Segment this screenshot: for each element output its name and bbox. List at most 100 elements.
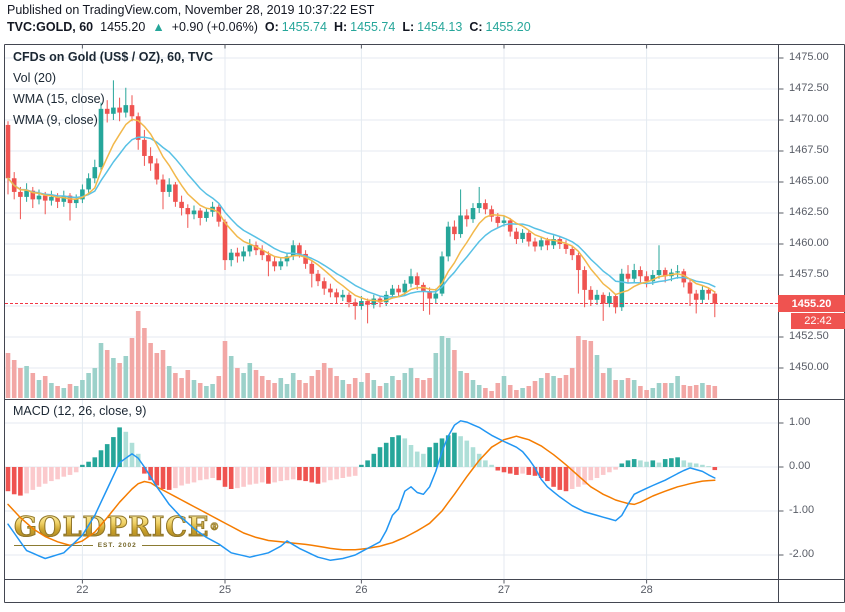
macd-histogram-bar (650, 460, 656, 467)
candle-body (644, 276, 649, 282)
volume-bar (148, 343, 153, 398)
volume-bar (650, 388, 656, 398)
volume-bar (693, 385, 699, 398)
volume-bar (607, 368, 612, 398)
candle-body (278, 261, 284, 267)
candle-body (427, 291, 432, 299)
candle-body (266, 255, 271, 262)
candle-body (563, 244, 569, 249)
volume-bar (154, 353, 160, 398)
volume-bar (247, 363, 253, 398)
macd-histogram-bar (18, 467, 23, 496)
volume-bar (675, 376, 680, 398)
macd-histogram-bar (638, 460, 643, 467)
volume-bar (439, 336, 445, 398)
candle-body (569, 248, 575, 256)
macd-histogram-bar (359, 464, 364, 467)
volume-bar (594, 355, 600, 398)
macd-histogram-bar (557, 467, 563, 490)
volume-bar (588, 341, 594, 398)
macd-histogram-bar (390, 437, 395, 467)
candle-body (377, 298, 383, 303)
macd-histogram-bar (266, 467, 271, 484)
macd-histogram-bar (706, 466, 711, 468)
volume-legend[interactable]: Vol (20) (13, 71, 57, 85)
macd-histogram-bar (464, 440, 470, 467)
volume-bar (359, 382, 364, 398)
volume-bar (123, 356, 129, 398)
candle-body (693, 293, 699, 300)
macd-histogram-bar (656, 462, 662, 467)
volume-bar (55, 386, 60, 398)
candle-body (501, 220, 507, 223)
volume-bar (408, 368, 414, 398)
volume-bar (67, 384, 73, 398)
wma15-legend[interactable]: WMA (15, close) (13, 92, 105, 106)
established-row: EST. 2002 (14, 542, 221, 549)
macd-histogram-bar (421, 453, 426, 467)
candle-body (706, 289, 711, 294)
volume-bar (210, 384, 215, 398)
volume-bar (104, 350, 110, 398)
volume-bar (235, 368, 240, 398)
macd-histogram-bar (396, 435, 401, 467)
macd-histogram-bar (67, 467, 73, 475)
macd-histogram-bar (662, 459, 668, 467)
volume-bar (458, 371, 463, 398)
volume-bar (644, 390, 649, 398)
macd-histogram-bar (681, 460, 687, 467)
main-pane-title[interactable]: CFDs on Gold (US$ / OZ), 60, TVC (13, 50, 214, 64)
right-rule (141, 545, 221, 546)
volume-bar (111, 358, 116, 398)
volume-bar (222, 341, 228, 398)
volume-bar (365, 373, 370, 398)
price-axis-label: 1472.50 (789, 82, 829, 94)
price-axis-label: 1452.50 (789, 330, 829, 342)
wma9-legend[interactable]: WMA (9, close) (13, 113, 98, 127)
macd-histogram-bar (129, 442, 135, 467)
macd-histogram-bar (563, 467, 569, 492)
macd-histogram-bar (427, 447, 432, 467)
candle-body (49, 196, 54, 201)
time-axis-label: 22 (76, 584, 89, 596)
candle-body (222, 221, 228, 261)
volume-bar (582, 340, 587, 398)
macd-histogram-bar (625, 460, 631, 467)
candle-body (154, 163, 160, 180)
volume-bar (631, 380, 637, 398)
candle-body (582, 270, 587, 290)
volume-bar (30, 373, 36, 398)
macd-histogram-bar (222, 467, 228, 487)
volume-bar (5, 353, 11, 398)
macd-histogram-bar (253, 467, 259, 484)
volume-bar (328, 368, 333, 398)
open-value: O: 1455.74 (264, 20, 327, 34)
macd-histogram-bar (328, 467, 333, 481)
macd-legend[interactable]: MACD (12, 26, close, 9) (13, 404, 147, 418)
macd-histogram-bar (644, 461, 649, 467)
volume-bar (179, 378, 184, 398)
macd-histogram-bar (284, 467, 290, 481)
candle-body (489, 209, 494, 217)
candle-body (303, 253, 308, 264)
macd-histogram-bar (693, 463, 699, 467)
volume-bar (656, 383, 662, 398)
candle-body (687, 282, 693, 294)
volume-bar (11, 360, 17, 398)
last-price-axis-badge[interactable]: 1455.20 (778, 295, 845, 312)
high-value: H: 1455.74 (333, 20, 396, 34)
volume-bar (600, 373, 606, 398)
volume-bar (241, 373, 246, 398)
macd-histogram-bar (507, 467, 513, 474)
volume-bar (266, 380, 271, 398)
macd-histogram-bar (191, 467, 197, 483)
candle-body (18, 191, 23, 197)
macd-histogram-bar (594, 467, 600, 478)
candle-body (613, 296, 618, 308)
candle-body (247, 245, 253, 252)
volume-bar (278, 378, 284, 398)
candle-body (228, 252, 234, 261)
volume-bar (377, 386, 383, 398)
macd-histogram-bar (123, 431, 129, 467)
